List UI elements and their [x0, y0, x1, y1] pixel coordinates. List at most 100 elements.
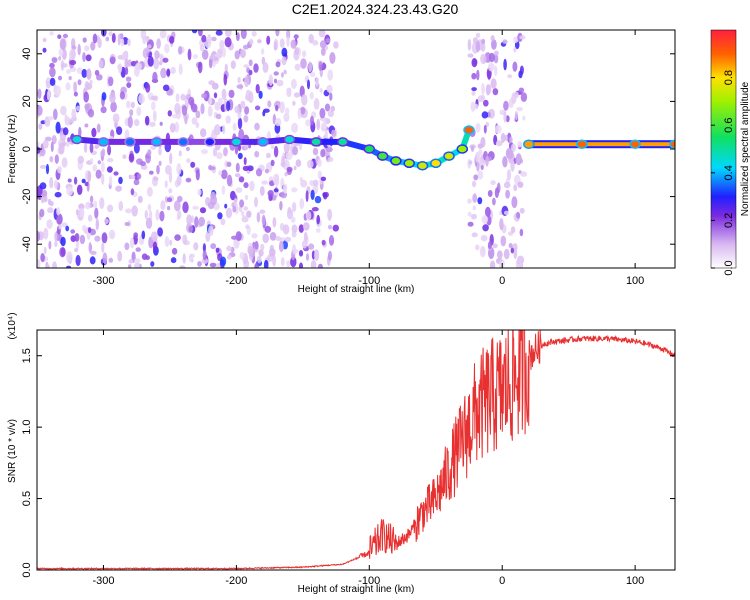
- heatmap-noise-blob: [159, 30, 167, 39]
- heatmap-x-tick-label: 0: [499, 275, 505, 287]
- heatmap-noise-blob: [267, 100, 272, 108]
- heatmap-noise-blob: [212, 147, 218, 157]
- heatmap-noise-blob: [133, 232, 139, 239]
- heatmap-noise-blob: [124, 222, 130, 226]
- heatmap-noise-blob: [487, 62, 495, 72]
- heatmap-noise-blob: [485, 155, 489, 167]
- heatmap-noise-blob: [467, 38, 472, 51]
- heatmap-noise-blob: [162, 84, 170, 92]
- colorbar-tick-label: 0.4: [723, 165, 735, 180]
- heatmap-noise-blob: [178, 63, 183, 75]
- heatmap-noise-blob: [43, 195, 48, 203]
- heatmap-noise-blob: [327, 156, 334, 162]
- heatmap-noise-blob: [216, 262, 221, 268]
- heatmap-noise-blob: [64, 114, 68, 123]
- heatmap-noise-blob: [129, 237, 135, 249]
- heatmap-noise-blob: [327, 208, 332, 221]
- heatmap-noise-blob: [62, 33, 68, 39]
- heatmap-noise-blob: [226, 254, 232, 260]
- heatmap-noise-blob: [503, 58, 507, 71]
- heatmap-noise-blob: [471, 58, 478, 68]
- heatmap-noise-blob: [262, 62, 269, 73]
- heatmap-noise-blob: [59, 38, 66, 51]
- heatmap-noise-blob: [73, 176, 78, 185]
- heatmap-noise-blob: [500, 132, 506, 143]
- snr-x-axis-label: Height of straight line (km): [298, 584, 415, 595]
- heatmap-noise-blob: [75, 105, 81, 112]
- heatmap-noise-blob: [197, 61, 203, 74]
- heatmap-noise-blob: [86, 68, 92, 80]
- heatmap-noise-blob: [323, 192, 328, 200]
- heatmap-noise-blob: [254, 240, 259, 250]
- heatmap-noise-blob: [164, 236, 170, 248]
- heatmap-noise-blob: [475, 122, 481, 133]
- heatmap-noise-blob: [302, 222, 310, 231]
- heatmap-noise-blob: [248, 59, 253, 67]
- heatmap-noise-blob: [485, 121, 490, 128]
- heatmap-noise-blob: [164, 180, 168, 189]
- heatmap-noise-blob: [513, 47, 517, 53]
- heatmap-noise-blob: [113, 171, 119, 176]
- heatmap-noise-blob: [261, 180, 268, 185]
- heatmap-track-point: [124, 137, 136, 147]
- heatmap-noise-blob: [96, 35, 101, 44]
- heatmap-noise-blob: [519, 228, 524, 237]
- heatmap-noise-blob: [185, 177, 192, 183]
- heatmap-noise-blob: [217, 212, 223, 220]
- heatmap-noise-blob: [48, 116, 54, 121]
- heatmap-noise-blob: [262, 110, 266, 117]
- heatmap-noise-blob: [506, 169, 512, 181]
- heatmap-noise-blob: [138, 93, 145, 104]
- heatmap-noise-blob: [65, 225, 70, 232]
- heatmap-noise-blob: [188, 96, 195, 106]
- heatmap-noise-blob: [515, 153, 522, 166]
- heatmap-noise-blob: [37, 88, 42, 100]
- heatmap-noise-blob: [220, 218, 226, 226]
- heatmap-noise-blob: [257, 255, 262, 264]
- heatmap-noise-blob: [324, 130, 328, 139]
- heatmap-noise-blob: [224, 37, 232, 48]
- heatmap-noise-blob: [291, 224, 298, 233]
- heatmap-noise-blob: [97, 160, 102, 165]
- heatmap-noise-blob: [285, 152, 293, 160]
- heatmap-noise-blob: [37, 105, 43, 116]
- heatmap-noise-blob: [228, 89, 235, 99]
- heatmap-noise-blob: [118, 176, 123, 185]
- heatmap-noise-blob: [295, 159, 302, 168]
- heatmap-track-point: [150, 137, 163, 147]
- heatmap-noise-blob: [58, 75, 62, 81]
- heatmap-noise-blob: [506, 149, 514, 160]
- heatmap-noise-blob: [269, 232, 277, 241]
- heatmap-noise-blob: [301, 94, 308, 106]
- heatmap-noise-blob: [503, 248, 510, 260]
- heatmap-noise-blob: [89, 256, 96, 265]
- heatmap-noise-blob: [282, 183, 288, 194]
- heatmap-noise-blob: [243, 157, 247, 166]
- heatmap-track-point: [523, 139, 535, 149]
- heatmap-noise-blob: [510, 143, 516, 153]
- heatmap-noise-blob: [467, 198, 472, 204]
- heatmap-noise-blob: [130, 101, 135, 109]
- heatmap-noise-blob: [266, 35, 271, 45]
- heatmap-noise-blob: [305, 119, 311, 127]
- heatmap-noise-blob: [81, 178, 86, 184]
- heatmap-noise-blob: [74, 233, 80, 242]
- heatmap-noise-blob: [284, 236, 292, 243]
- heatmap-noise-blob: [327, 69, 334, 81]
- heatmap-noise-blob: [39, 164, 47, 169]
- heatmap-noise-blob: [92, 33, 98, 44]
- heatmap-noise-blob: [51, 135, 57, 145]
- heatmap-noise-blob: [270, 144, 275, 150]
- heatmap-noise-blob: [312, 147, 319, 156]
- heatmap-noise-blob: [128, 264, 132, 268]
- heatmap-noise-blob: [52, 261, 57, 268]
- heatmap-noise-blob: [273, 145, 279, 158]
- heatmap-noise-blob: [225, 207, 233, 219]
- heatmap-noise-blob: [272, 254, 276, 267]
- snr-y-tick-label: 1.0: [21, 419, 33, 434]
- heatmap-noise-blob: [201, 93, 207, 99]
- heatmap-noise-blob: [274, 78, 277, 84]
- heatmap-noise-blob: [91, 127, 97, 138]
- heatmap-noise-blob: [186, 214, 192, 226]
